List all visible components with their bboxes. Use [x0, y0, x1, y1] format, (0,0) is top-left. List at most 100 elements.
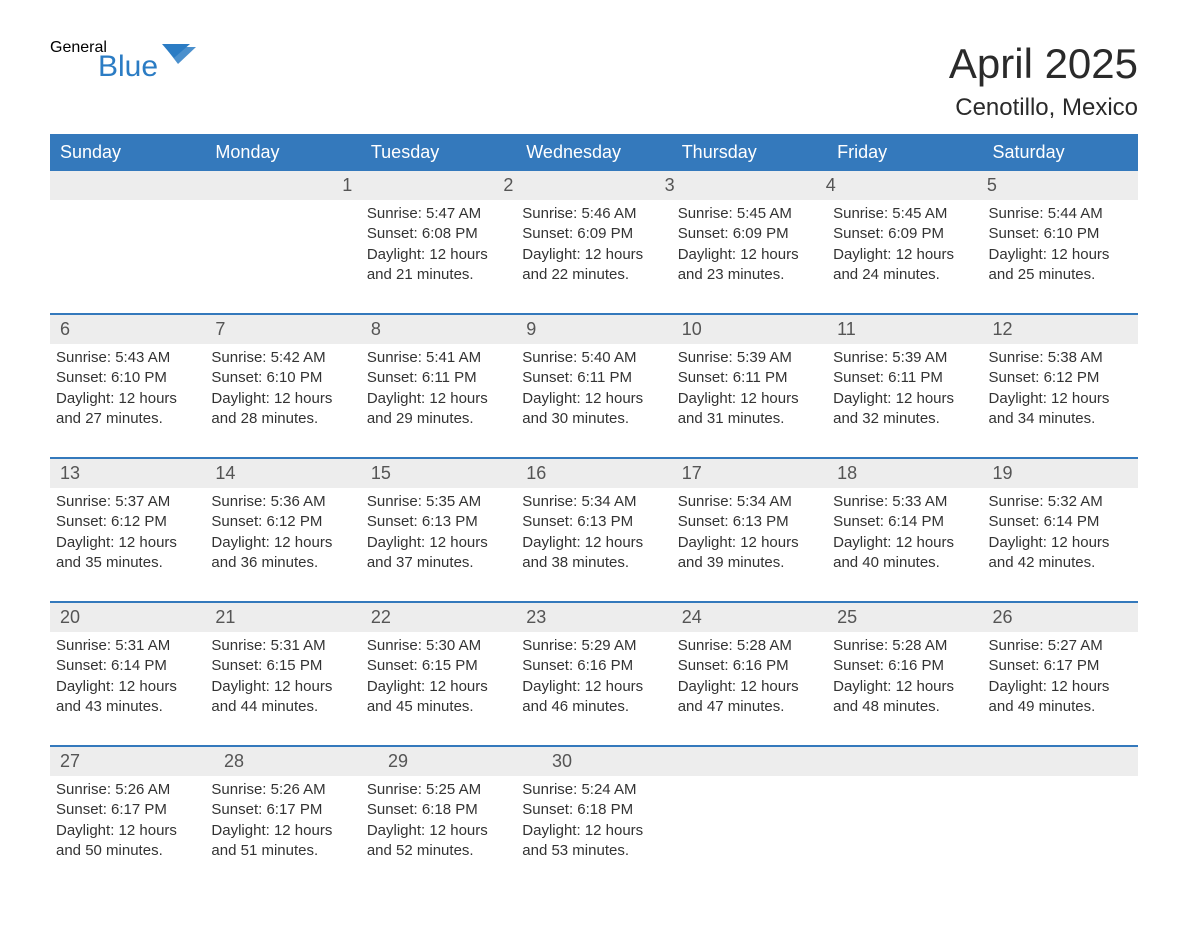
sunset-text: Sunset: 6:16 PM: [678, 656, 817, 676]
daylight-text: Daylight: 12 hours: [833, 245, 972, 265]
day-cell: Sunrise: 5:33 AMSunset: 6:14 PMDaylight:…: [827, 488, 982, 583]
daylight-text-2: and 50 minutes.: [56, 841, 195, 861]
sunset-text: Sunset: 6:15 PM: [211, 656, 350, 676]
day-cell: Sunrise: 5:29 AMSunset: 6:16 PMDaylight:…: [516, 632, 671, 727]
sunrise-text: Sunrise: 5:43 AM: [56, 348, 195, 368]
sunset-text: Sunset: 6:16 PM: [833, 656, 972, 676]
sunrise-text: Sunrise: 5:31 AM: [211, 636, 350, 656]
day-cell: Sunrise: 5:30 AMSunset: 6:15 PMDaylight:…: [361, 632, 516, 727]
sunset-text: Sunset: 6:11 PM: [678, 368, 817, 388]
day-number: 13: [60, 463, 80, 483]
daylight-text: Daylight: 12 hours: [833, 389, 972, 409]
daylight-text-2: and 28 minutes.: [211, 409, 350, 429]
empty-day: [191, 171, 332, 200]
day-cell: Sunrise: 5:34 AMSunset: 6:13 PMDaylight:…: [516, 488, 671, 583]
daylight-text: Daylight: 12 hours: [678, 677, 817, 697]
day-cell: Sunrise: 5:46 AMSunset: 6:09 PMDaylight:…: [516, 200, 671, 295]
daylight-text-2: and 45 minutes.: [367, 697, 506, 717]
day-cell: Sunrise: 5:40 AMSunset: 6:11 PMDaylight:…: [516, 344, 671, 439]
weekday-header: Saturday: [983, 134, 1138, 171]
day-number: 12: [993, 319, 1013, 339]
day-cell: Sunrise: 5:39 AMSunset: 6:11 PMDaylight:…: [827, 344, 982, 439]
daylight-text-2: and 22 minutes.: [522, 265, 661, 285]
sunset-text: Sunset: 6:16 PM: [522, 656, 661, 676]
day-number: 14: [215, 463, 235, 483]
day-number: 27: [60, 751, 80, 771]
day-cell: Sunrise: 5:31 AMSunset: 6:15 PMDaylight:…: [205, 632, 360, 727]
sunset-text: Sunset: 6:09 PM: [833, 224, 972, 244]
sunrise-text: Sunrise: 5:34 AM: [522, 492, 661, 512]
day-cell: Sunrise: 5:42 AMSunset: 6:10 PMDaylight:…: [205, 344, 360, 439]
day-cell: [50, 200, 205, 295]
sunset-text: Sunset: 6:13 PM: [678, 512, 817, 532]
sunset-text: Sunset: 6:18 PM: [367, 800, 506, 820]
day-number: 29: [388, 751, 408, 771]
sunrise-text: Sunrise: 5:37 AM: [56, 492, 195, 512]
weekday-header: Thursday: [672, 134, 827, 171]
sunrise-text: Sunrise: 5:47 AM: [367, 204, 506, 224]
daylight-text-2: and 31 minutes.: [678, 409, 817, 429]
daylight-text: Daylight: 12 hours: [211, 821, 350, 841]
daylight-text: Daylight: 12 hours: [367, 677, 506, 697]
sunrise-text: Sunrise: 5:30 AM: [367, 636, 506, 656]
daylight-text-2: and 25 minutes.: [989, 265, 1128, 285]
daylight-text: Daylight: 12 hours: [522, 533, 661, 553]
day-cell: Sunrise: 5:26 AMSunset: 6:17 PMDaylight:…: [50, 776, 205, 871]
day-cell: Sunrise: 5:38 AMSunset: 6:12 PMDaylight:…: [983, 344, 1138, 439]
day-cell: Sunrise: 5:24 AMSunset: 6:18 PMDaylight:…: [516, 776, 671, 871]
daylight-text-2: and 34 minutes.: [989, 409, 1128, 429]
daylight-text: Daylight: 12 hours: [989, 389, 1128, 409]
day-number: 9: [526, 319, 536, 339]
daylight-text-2: and 46 minutes.: [522, 697, 661, 717]
daylight-text: Daylight: 12 hours: [522, 821, 661, 841]
day-cell: Sunrise: 5:35 AMSunset: 6:13 PMDaylight:…: [361, 488, 516, 583]
sunset-text: Sunset: 6:18 PM: [522, 800, 661, 820]
day-number: 15: [371, 463, 391, 483]
day-cell: Sunrise: 5:47 AMSunset: 6:08 PMDaylight:…: [361, 200, 516, 295]
calendar: Sunday Monday Tuesday Wednesday Thursday…: [50, 134, 1138, 871]
sunrise-text: Sunrise: 5:36 AM: [211, 492, 350, 512]
day-number: 11: [837, 319, 856, 339]
day-cell: Sunrise: 5:37 AMSunset: 6:12 PMDaylight:…: [50, 488, 205, 583]
daylight-text-2: and 35 minutes.: [56, 553, 195, 573]
logo-text: General Blue: [50, 40, 158, 82]
daylight-text: Daylight: 12 hours: [56, 533, 195, 553]
sunrise-text: Sunrise: 5:27 AM: [989, 636, 1128, 656]
sunrise-text: Sunrise: 5:26 AM: [56, 780, 195, 800]
daylight-text: Daylight: 12 hours: [678, 533, 817, 553]
calendar-week: 20212223242526Sunrise: 5:31 AMSunset: 6:…: [50, 601, 1138, 727]
sunset-text: Sunset: 6:13 PM: [367, 512, 506, 532]
calendar-week: 13141516171819Sunrise: 5:37 AMSunset: 6:…: [50, 457, 1138, 583]
day-cell: Sunrise: 5:25 AMSunset: 6:18 PMDaylight:…: [361, 776, 516, 871]
daylight-text-2: and 37 minutes.: [367, 553, 506, 573]
day-cell: Sunrise: 5:31 AMSunset: 6:14 PMDaylight:…: [50, 632, 205, 727]
sunrise-text: Sunrise: 5:25 AM: [367, 780, 506, 800]
daylight-text-2: and 43 minutes.: [56, 697, 195, 717]
daylight-text: Daylight: 12 hours: [678, 389, 817, 409]
header: General Blue April 2025 Cenotillo, Mexic…: [50, 40, 1138, 122]
empty-day: [850, 747, 994, 776]
weekday-header: Monday: [205, 134, 360, 171]
weekday-header: Sunday: [50, 134, 205, 171]
sunset-text: Sunset: 6:10 PM: [211, 368, 350, 388]
weeks-container: 12345Sunrise: 5:47 AMSunset: 6:08 PMDayl…: [50, 171, 1138, 871]
day-cell: Sunrise: 5:45 AMSunset: 6:09 PMDaylight:…: [827, 200, 982, 295]
day-cell: Sunrise: 5:28 AMSunset: 6:16 PMDaylight:…: [672, 632, 827, 727]
daylight-text: Daylight: 12 hours: [367, 389, 506, 409]
daylight-text-2: and 36 minutes.: [211, 553, 350, 573]
day-cell: [827, 776, 982, 871]
logo: General Blue: [50, 40, 196, 82]
flag-icon: [162, 44, 196, 73]
daylight-text-2: and 48 minutes.: [833, 697, 972, 717]
sunset-text: Sunset: 6:12 PM: [211, 512, 350, 532]
weekday-header: Tuesday: [361, 134, 516, 171]
daylight-text-2: and 27 minutes.: [56, 409, 195, 429]
calendar-header-row: Sunday Monday Tuesday Wednesday Thursday…: [50, 134, 1138, 171]
day-number: 6: [60, 319, 70, 339]
weekday-header: Wednesday: [516, 134, 671, 171]
day-number: 16: [526, 463, 546, 483]
sunset-text: Sunset: 6:14 PM: [833, 512, 972, 532]
daylight-text: Daylight: 12 hours: [833, 533, 972, 553]
sunset-text: Sunset: 6:09 PM: [522, 224, 661, 244]
sunrise-text: Sunrise: 5:24 AM: [522, 780, 661, 800]
